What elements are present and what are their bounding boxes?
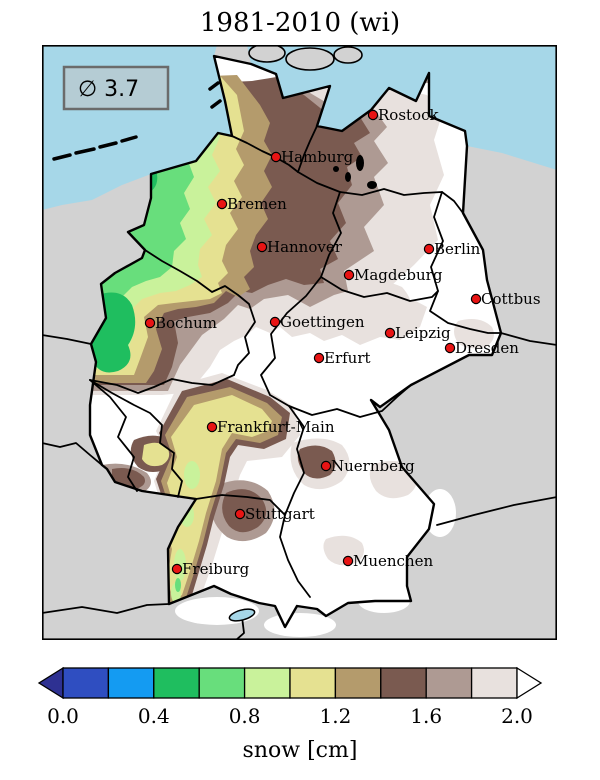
city-marker-erfurt: Erfurt [313, 349, 371, 367]
colorbar-tick-label: 0.4 [138, 704, 170, 728]
svg-text:Dresden: Dresden [455, 339, 519, 357]
baltic-sea [247, 45, 557, 170]
city-marker-cottbus: Cottbus [470, 290, 541, 308]
foreign-borders [42, 332, 557, 640]
colorbar-segment [62, 667, 110, 699]
colorbar-under-arrow [37, 666, 64, 700]
svg-text:Erfurt: Erfurt [324, 349, 371, 367]
mean-value-badge: ∅ 3.7 [62, 65, 170, 111]
contour-lightgreen-spot [175, 578, 181, 592]
city-marker-nuernberg: Nuernberg [320, 457, 415, 475]
colorbar-tick-label: 1.6 [410, 704, 442, 728]
colorbar-over-arrow [516, 666, 543, 700]
colorbar-tick-label: 0.8 [229, 704, 261, 728]
danish-island [285, 47, 335, 71]
city-marker-magdeburg: Magdeburg [343, 266, 443, 284]
city-marker-berlin: Berlin [423, 240, 481, 258]
colorbar-segment [153, 667, 200, 699]
city-marker-rostock: Rostock [367, 106, 439, 124]
state-borders [89, 125, 502, 598]
frisian-islands [52, 81, 222, 161]
svg-text:Cottbus: Cottbus [481, 290, 541, 308]
colorbar-segment [380, 667, 427, 699]
city-marker-freiburg: Freiburg [171, 560, 250, 578]
colorbar-segment [334, 667, 382, 699]
colorbar-tick-label: 1.2 [319, 704, 351, 728]
svg-text:Muenchen: Muenchen [353, 552, 433, 570]
svg-text:∅ 3.7: ∅ 3.7 [78, 77, 139, 102]
colorbar-segment [289, 667, 337, 699]
city-marker-bochum: Bochum [144, 314, 217, 332]
city-marker-bremen: Bremen [216, 195, 287, 213]
svg-text:Rostock: Rostock [378, 106, 439, 124]
city-marker-goettingen: Goettingen [269, 313, 365, 331]
svg-text:Hannover: Hannover [267, 238, 343, 256]
colorbar-segment [107, 667, 155, 699]
city-marker-hannover: Hannover [256, 238, 343, 256]
svg-text:Magdeburg: Magdeburg [354, 266, 443, 284]
svg-text:Goettingen: Goettingen [280, 313, 365, 331]
city-marker-hamburg: Hamburg [270, 148, 354, 166]
svg-text:Stuttgart: Stuttgart [245, 505, 315, 523]
lake-constance [228, 608, 256, 622]
mecklenburg-lakes [333, 155, 377, 189]
contour-brown-stuttgart [222, 489, 267, 533]
figure-title: 1981-2010 (wi) [199, 8, 401, 38]
contour-yellow-rhinevalley [166, 395, 272, 601]
map-frame [42, 45, 557, 640]
city-marker-leipzig: Leipzig [384, 324, 451, 342]
svg-text:Leipzig: Leipzig [395, 324, 451, 342]
svg-text:Berlin: Berlin [434, 240, 481, 258]
svg-text:Hamburg: Hamburg [281, 148, 354, 166]
city-marker-stuttgart: Stuttgart [234, 505, 315, 523]
city-marker-frankfurt-main: Frankfurt-Main [206, 418, 335, 436]
colorbar-tick-label: 2.0 [501, 704, 533, 728]
colorbar-segment [198, 667, 246, 699]
svg-text:Bochum: Bochum [155, 314, 217, 332]
city-marker-dresden: Dresden [444, 339, 519, 357]
danish-island [248, 45, 286, 63]
colorbar-segment [243, 667, 291, 699]
svg-text:Bremen: Bremen [227, 195, 287, 213]
city-marker-muenchen: Muenchen [342, 552, 433, 570]
colorbar-segment [470, 667, 518, 699]
germany-snow-map: Rostock Hamburg Bremen Hannover Berlin M… [42, 45, 557, 640]
colorbar-tick-label: 0.0 [47, 704, 79, 728]
germany-border [88, 54, 503, 629]
svg-text:Nuernberg: Nuernberg [331, 457, 415, 475]
contour-pink-muenchen [323, 535, 364, 566]
svg-text:Frankfurt-Main: Frankfurt-Main [217, 418, 335, 436]
colorbar-axis-label: snow [cm] [243, 738, 358, 763]
danish-island [333, 46, 363, 64]
contour-yellow-mosel [142, 442, 170, 467]
contour-palegreen-spot [184, 461, 200, 489]
colorbar-segment [425, 667, 473, 699]
contour-pink-dresden [454, 319, 494, 349]
city-markers: Rostock Hamburg Bremen Hannover Berlin M… [144, 106, 541, 578]
colorbar: 0.0 0.4 0.8 1.2 1.6 2.0 snow [cm] [37, 666, 543, 763]
svg-text:Freiburg: Freiburg [182, 560, 250, 578]
